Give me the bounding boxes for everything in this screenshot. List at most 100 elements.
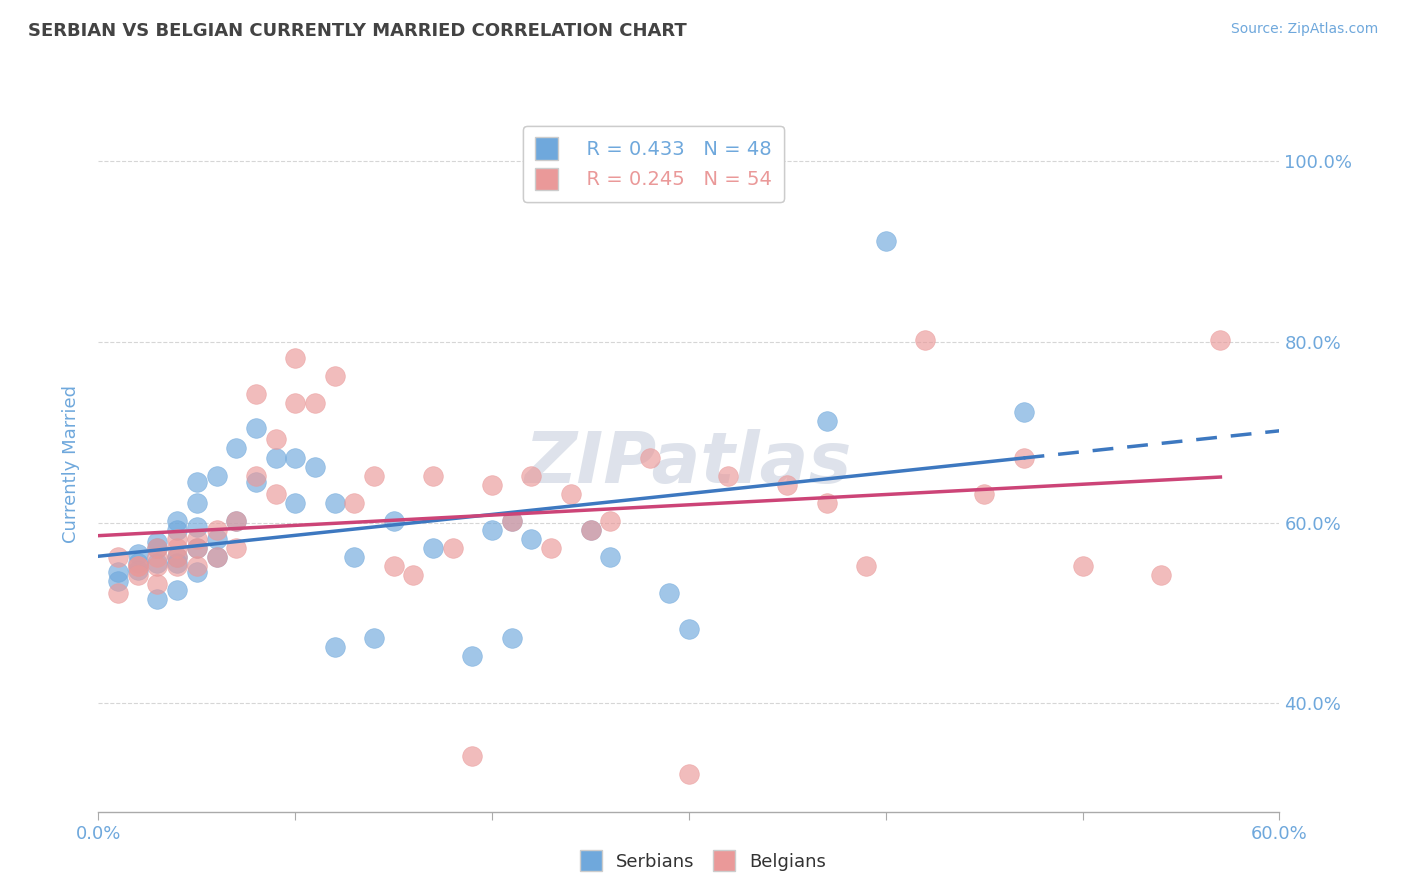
Point (520, 532, 543, 546)
Point (107, 566, 129, 580)
Point (678, 766, 700, 780)
Point (323, 640, 346, 655)
Point (1012, 405, 1035, 419)
Point (264, 486, 287, 500)
Point (245, 420, 267, 434)
Point (1150, 568, 1173, 582)
Point (146, 577, 169, 591)
Point (127, 558, 149, 573)
Text: SERBIAN VS BELGIAN CURRENTLY MARRIED CORRELATION CHART: SERBIAN VS BELGIAN CURRENTLY MARRIED COR… (28, 22, 688, 40)
Point (1209, 333, 1232, 347)
Text: ZIPatlas: ZIPatlas (526, 429, 852, 499)
Point (245, 468, 267, 483)
Point (658, 586, 681, 600)
Point (579, 523, 602, 537)
Point (422, 541, 444, 555)
Point (461, 748, 484, 763)
Y-axis label: Currently Married: Currently Married (62, 384, 80, 543)
Point (579, 523, 602, 537)
Point (146, 535, 169, 549)
Point (146, 549, 169, 564)
Point (186, 532, 208, 546)
Point (186, 541, 208, 555)
Point (127, 563, 149, 577)
Point (166, 558, 188, 573)
Point (815, 496, 838, 510)
Point (363, 632, 385, 646)
Point (166, 556, 188, 570)
Point (540, 541, 562, 555)
Point (225, 514, 247, 528)
Point (343, 549, 366, 564)
Point (264, 433, 287, 447)
Point (304, 396, 326, 410)
Point (166, 532, 188, 546)
Point (205, 532, 228, 546)
Point (973, 486, 995, 500)
Point (205, 468, 228, 483)
Point (166, 514, 188, 528)
Legend: Serbians, Belgians: Serbians, Belgians (574, 843, 832, 879)
Point (205, 549, 228, 564)
Point (166, 549, 188, 564)
Point (166, 541, 188, 555)
Point (875, 234, 897, 248)
Point (501, 514, 523, 528)
Point (225, 514, 247, 528)
Point (245, 475, 267, 489)
Point (284, 496, 307, 510)
Point (815, 414, 838, 428)
Point (186, 566, 208, 580)
Point (186, 520, 208, 534)
Legend:   R = 0.433   N = 48,   R = 0.245   N = 54: R = 0.433 N = 48, R = 0.245 N = 54 (523, 126, 783, 202)
Point (717, 468, 740, 483)
Point (127, 558, 149, 573)
Point (323, 369, 346, 384)
Point (166, 583, 188, 598)
Point (481, 477, 503, 491)
Point (501, 514, 523, 528)
Point (186, 475, 208, 489)
Point (560, 486, 582, 500)
Point (914, 333, 936, 347)
Point (678, 622, 700, 636)
Point (501, 632, 523, 646)
Point (107, 586, 129, 600)
Point (107, 549, 129, 564)
Point (638, 450, 661, 465)
Point (1012, 450, 1035, 465)
Point (127, 547, 149, 561)
Point (127, 556, 149, 570)
Point (146, 541, 169, 555)
Point (461, 649, 484, 664)
Point (245, 387, 267, 401)
Point (127, 568, 149, 582)
Point (855, 558, 877, 573)
Point (323, 496, 346, 510)
Point (481, 523, 503, 537)
Point (284, 396, 307, 410)
Point (441, 541, 464, 555)
Point (186, 496, 208, 510)
Point (343, 496, 366, 510)
Point (363, 468, 385, 483)
Point (520, 468, 543, 483)
Text: Source: ZipAtlas.com: Source: ZipAtlas.com (1230, 22, 1378, 37)
Point (166, 549, 188, 564)
Point (146, 556, 169, 570)
Point (166, 523, 188, 537)
Point (422, 468, 444, 483)
Point (776, 477, 799, 491)
Point (186, 541, 208, 555)
Point (225, 541, 247, 555)
Point (205, 523, 228, 537)
Point (382, 514, 405, 528)
Point (284, 351, 307, 365)
Point (382, 558, 405, 573)
Point (205, 549, 228, 564)
Point (264, 450, 287, 465)
Point (599, 514, 621, 528)
Point (1071, 558, 1094, 573)
Point (402, 568, 425, 582)
Point (304, 459, 326, 474)
